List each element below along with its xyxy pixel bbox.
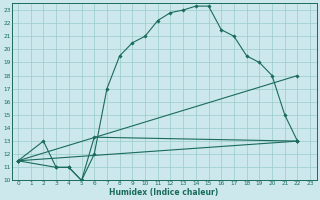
X-axis label: Humidex (Indice chaleur): Humidex (Indice chaleur) xyxy=(109,188,219,197)
